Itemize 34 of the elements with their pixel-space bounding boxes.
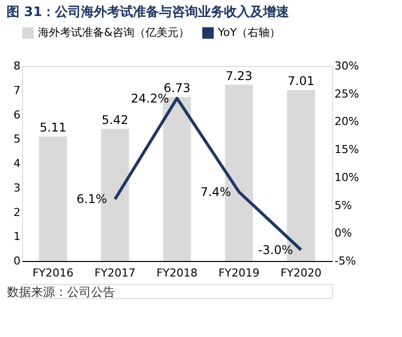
y-tick-label: 1 — [14, 230, 20, 244]
y2-tick-label: 25% — [334, 87, 359, 100]
data-label: 5.42 — [102, 112, 128, 127]
y-tick-label: 6 — [14, 108, 20, 122]
legend-label: YoY（右轴） — [217, 26, 281, 39]
y-tick-label: 0 — [14, 254, 20, 268]
y2-tick-label: 30% — [334, 60, 359, 72]
y2-tick-label: 10% — [334, 170, 359, 184]
y2-tick-label: 15% — [334, 143, 359, 156]
y-tick-label: 4 — [14, 157, 20, 170]
y2-tick-label: 0% — [334, 226, 352, 240]
source-note: 数据来源：公司公告 — [7, 285, 115, 299]
data-label: 7.23 — [226, 68, 252, 83]
data-label: 6.1% — [76, 192, 107, 206]
y-tick-label: 8 — [14, 60, 20, 72]
legend-label: 海外考试准备&咨询（亿美元） — [38, 26, 190, 39]
y2-tick-label: 20% — [334, 115, 359, 128]
x-tick-label: FY2016 — [32, 266, 74, 280]
y-tick-label: 7 — [14, 84, 20, 97]
bar — [39, 136, 67, 261]
data-label: 7.01 — [288, 74, 314, 88]
y-tick-label: 3 — [14, 181, 20, 194]
y-tick-label: 2 — [14, 206, 20, 219]
chart-title: 图 31：公司海外考试准备与咨询业务收入及增速 — [6, 4, 290, 20]
y2-tick-label: 5% — [334, 198, 352, 212]
x-tick-label: FY2017 — [94, 266, 136, 280]
x-tick-label: FY2019 — [218, 266, 260, 280]
data-label: 7.4% — [200, 184, 231, 199]
x-tick-label: FY2020 — [280, 266, 322, 280]
data-label: 5.11 — [40, 120, 66, 134]
data-label: -3.0% — [258, 242, 293, 257]
y2-tick-label: -5% — [334, 254, 356, 268]
x-tick-label: FY2018 — [156, 266, 198, 280]
y-tick-label: 5 — [14, 132, 20, 146]
